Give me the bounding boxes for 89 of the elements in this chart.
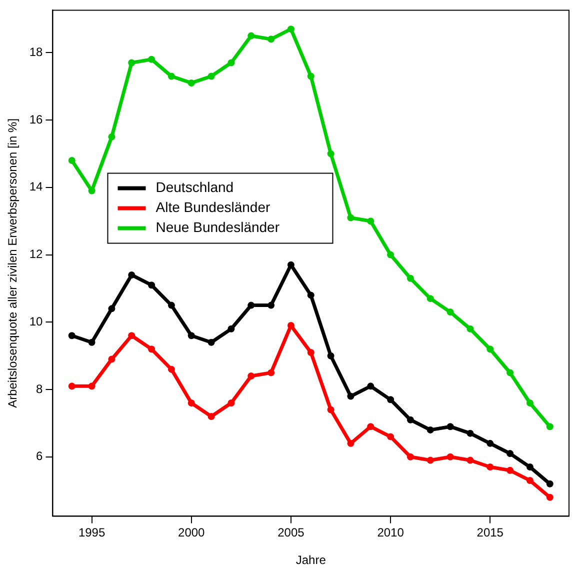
point [108,305,116,312]
point [546,423,554,430]
point [168,302,175,309]
point [128,332,136,340]
point [367,423,374,430]
point [128,271,136,278]
point [526,400,534,407]
point [387,251,394,258]
point [88,382,96,390]
point [248,302,255,309]
point [387,396,394,404]
point [307,292,314,299]
point [128,59,136,66]
point [208,72,215,80]
point [387,433,394,440]
y-axis-title: Arbeitslosenquote aller zivilen Erwerbspersonen [in %] [6,118,20,408]
point [466,430,474,437]
point [148,282,156,289]
point [307,72,314,80]
point [426,295,434,302]
point [108,356,116,363]
point [367,218,374,225]
point [208,412,215,420]
point [268,302,275,309]
point [188,79,195,86]
point [367,382,374,390]
y-tick-label: 6 [36,449,44,464]
legend-label: Alte Bundesländer [156,199,270,216]
y-tick-label: 18 [29,44,44,59]
point [546,480,554,488]
point [486,346,494,353]
x-tick-label: 2000 [178,526,206,540]
point [526,476,534,484]
point [446,453,454,460]
point [526,464,534,471]
point [486,464,494,471]
point [347,440,354,447]
point [68,382,76,390]
point [506,369,514,376]
point [168,366,175,373]
point [148,56,156,63]
point [426,426,434,434]
point [168,72,175,80]
point [268,36,275,43]
point [466,325,474,332]
point [327,406,334,414]
point [347,214,354,222]
x-tick-label: 2010 [377,526,404,540]
x-tick-label: 2005 [278,526,305,540]
x-tick-label: 2015 [476,526,504,540]
point [108,133,116,140]
point [406,416,414,424]
y-tick-label: 8 [36,382,44,396]
point [406,453,414,460]
point [208,338,215,346]
point [327,150,334,158]
point [466,456,474,464]
point [228,325,235,332]
legend-label: Deutschland [156,179,234,196]
y-tick-label: 16 [29,112,44,126]
x-tick-label: 1995 [78,526,106,540]
point [546,494,554,501]
y-tick-label: 14 [29,180,44,194]
point [148,346,156,353]
point [446,423,454,430]
point [307,348,314,356]
point [68,156,76,164]
y-tick-label: 10 [29,314,44,328]
point [68,332,76,340]
point [188,400,195,407]
point [268,369,275,376]
point [248,372,255,380]
point [188,332,195,340]
point [506,466,514,474]
x-axis-title: Jahre [296,553,326,568]
point [426,456,434,464]
point [248,32,255,40]
point [406,274,414,282]
point [506,450,514,458]
point [287,26,294,33]
point [446,308,454,316]
point [486,440,494,447]
legend-label: Neue Bundesländer [156,219,280,236]
point [228,59,235,66]
point [327,352,334,360]
point [88,338,96,346]
point [347,392,354,400]
y-tick-label: 12 [29,247,44,262]
point [228,400,235,407]
